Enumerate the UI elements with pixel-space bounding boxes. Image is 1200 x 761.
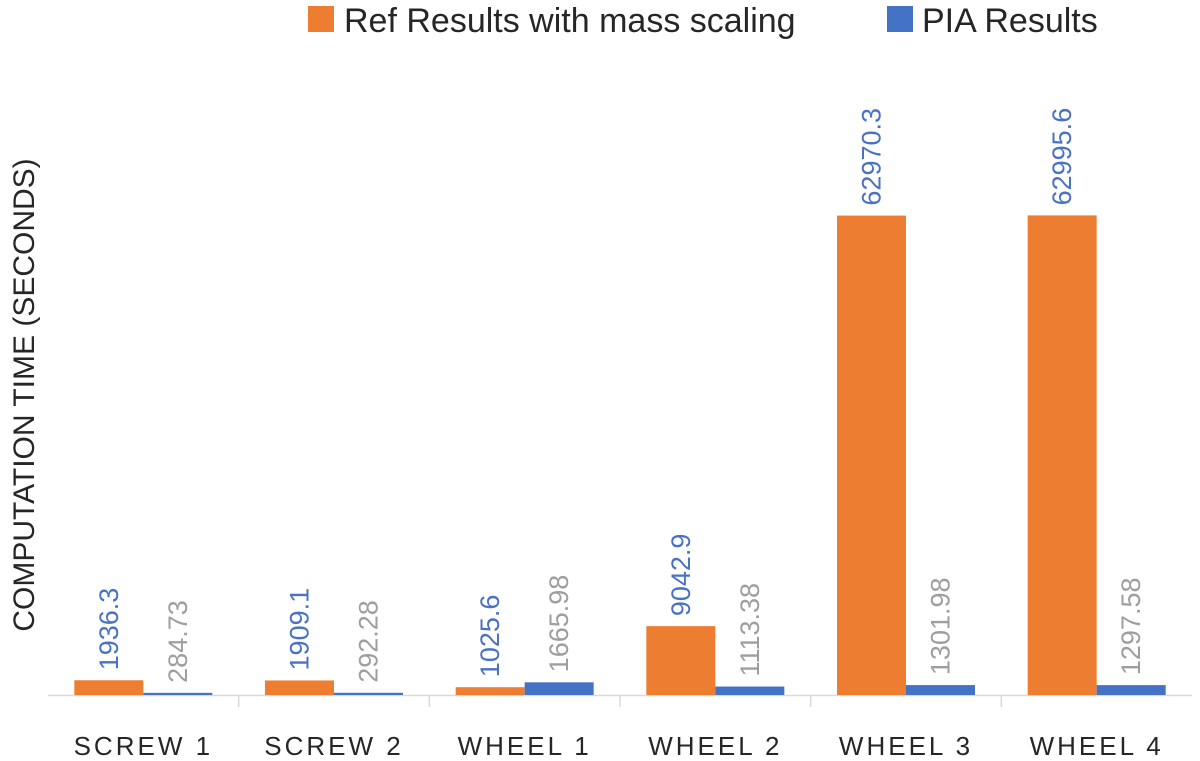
- legend-label-ref: Ref Results with mass scaling: [344, 2, 796, 40]
- bar-ref-2: [265, 680, 334, 695]
- bar-pia-3: [524, 682, 594, 695]
- data-label-pia-4: 1113.38: [735, 583, 765, 677]
- y-axis-title: COMPUTATION TIME (SECONDS): [8, 158, 41, 631]
- data-label-ref-5: 62970.3: [857, 108, 887, 206]
- bar-pia-6: [1096, 685, 1166, 695]
- data-label-pia-2: 292.28: [354, 600, 384, 683]
- x-tick-label-5: WHEEL 3: [839, 731, 973, 761]
- plot-area: 1936.3 284.73 SCREW 1 1909.1 292.28 SCREW 2 10…: [48, 108, 1192, 761]
- x-tick-label-6: WHEEL 4: [1030, 731, 1164, 761]
- x-tick-label-1: SCREW 1: [74, 731, 213, 761]
- data-label-ref-4: 9042.9: [666, 534, 696, 617]
- data-label-ref-3: 1025.6: [475, 595, 505, 678]
- bar-ref-1: [74, 680, 144, 695]
- legend: Ref Results with mass scaling PIA Result…: [308, 2, 1098, 40]
- x-tick-label-3: WHEEL 1: [458, 731, 592, 761]
- bar-pia-2: [334, 692, 403, 695]
- legend-swatch-pia: [887, 6, 913, 32]
- bar-ref-4: [646, 626, 716, 695]
- bar-ref-3: [455, 687, 525, 695]
- data-label-ref-6: 62995.6: [1047, 108, 1077, 206]
- legend-swatch-ref: [308, 6, 334, 32]
- x-tick-label-4: WHEEL 2: [648, 731, 782, 761]
- x-tick-label-2: SCREW 2: [264, 731, 403, 761]
- bar-pia-5: [906, 685, 975, 695]
- data-label-pia-1: 284.73: [163, 600, 193, 683]
- data-label-pia-3: 1665.98: [544, 575, 574, 673]
- data-label-ref-1: 1936.3: [94, 588, 124, 671]
- bar-pia-4: [715, 686, 785, 695]
- data-label-pia-6: 1297.58: [1116, 578, 1146, 676]
- bar-ref-6: [1027, 215, 1097, 695]
- data-label-pia-5: 1301.98: [926, 577, 956, 675]
- legend-label-pia: PIA Results: [922, 2, 1098, 40]
- bar-pia-1: [143, 692, 213, 695]
- bar-ref-5: [837, 215, 906, 695]
- data-label-ref-2: 1909.1: [285, 588, 315, 671]
